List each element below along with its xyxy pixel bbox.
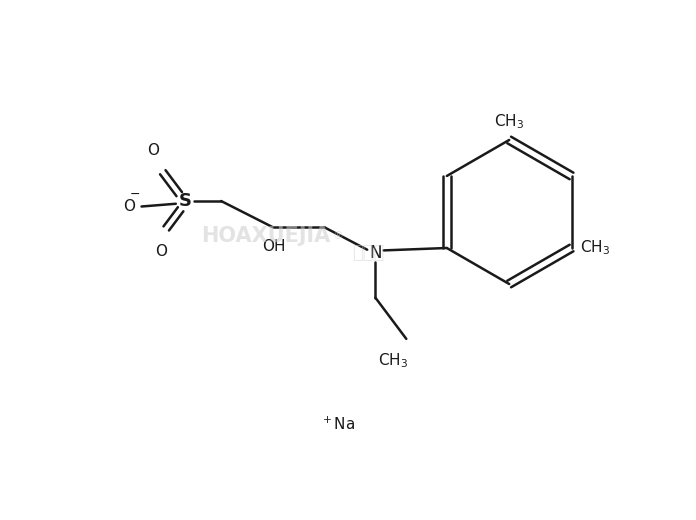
- Text: CH$_3$: CH$_3$: [580, 239, 610, 257]
- Text: ®: ®: [332, 231, 343, 241]
- Text: HOAXUEJIA: HOAXUEJIA: [201, 226, 331, 246]
- Text: CH$_3$: CH$_3$: [377, 351, 408, 370]
- Text: OH: OH: [262, 239, 285, 254]
- Text: $^+$Na: $^+$Na: [320, 416, 355, 433]
- Text: O: O: [147, 144, 159, 159]
- Text: 化学加: 化学加: [352, 244, 385, 262]
- Text: O: O: [155, 243, 168, 258]
- Text: S: S: [179, 192, 192, 210]
- Text: −: −: [130, 188, 141, 201]
- Text: N: N: [369, 244, 381, 262]
- Text: O: O: [123, 199, 135, 214]
- Text: CH$_3$: CH$_3$: [494, 112, 524, 131]
